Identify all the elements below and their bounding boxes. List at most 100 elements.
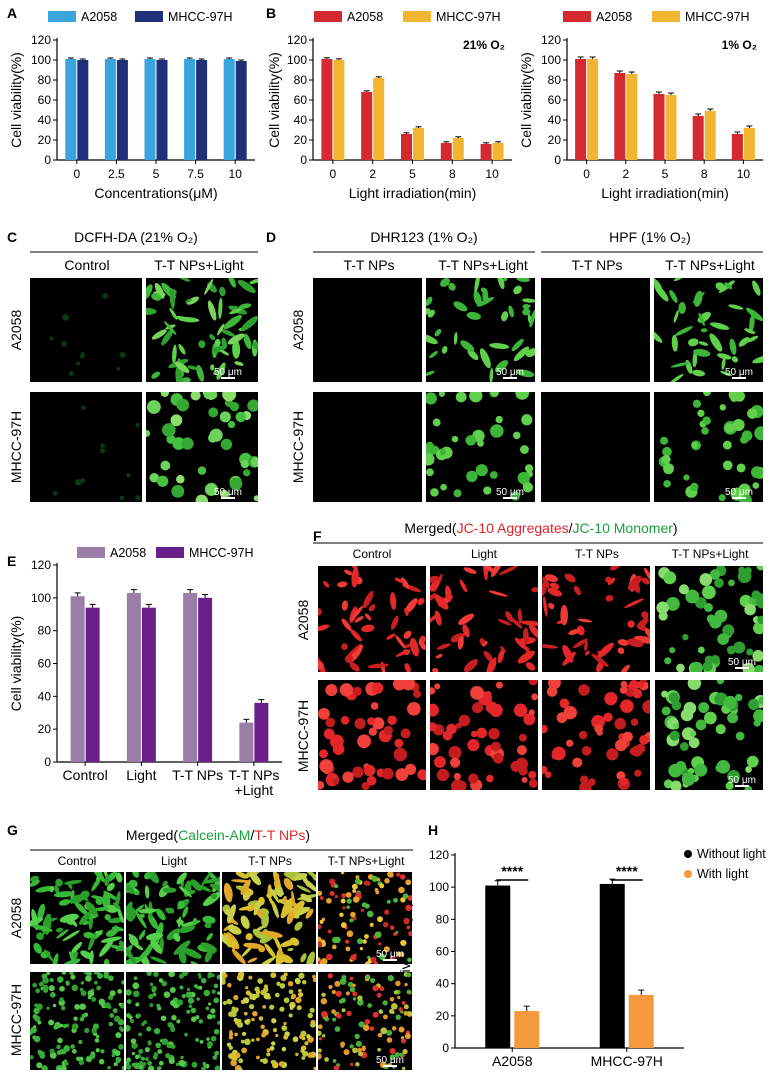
cell	[704, 655, 714, 665]
cell	[80, 990, 87, 997]
bar-mhcc-97h	[373, 78, 385, 160]
cell	[641, 577, 650, 585]
cell	[207, 300, 217, 321]
cell	[138, 947, 151, 961]
cell	[597, 642, 614, 659]
cell	[327, 929, 332, 934]
cell	[669, 647, 676, 654]
bar-a2058	[104, 59, 116, 160]
cell	[614, 718, 626, 730]
x-axis-label: Concentrations(μM)	[94, 185, 217, 201]
cell	[323, 728, 335, 740]
cell	[264, 984, 268, 989]
cell	[341, 618, 352, 631]
cell	[200, 942, 217, 952]
cell	[32, 1013, 38, 1020]
cell	[349, 986, 356, 993]
c-a2058-ttlight	[146, 278, 258, 382]
cell	[42, 984, 49, 991]
cell	[179, 985, 184, 990]
cell	[172, 344, 177, 364]
y-tick-label: 100	[541, 53, 561, 67]
cell	[286, 910, 295, 925]
row-label-mhcc: MHCC-97H	[290, 411, 306, 483]
cell	[483, 566, 494, 573]
cell	[93, 1023, 99, 1030]
cell	[395, 768, 409, 781]
cell	[269, 1045, 275, 1051]
cell	[202, 878, 220, 884]
cell	[242, 469, 251, 477]
cell	[219, 286, 226, 297]
cell	[335, 990, 342, 997]
cell	[252, 928, 264, 939]
cell	[698, 341, 709, 346]
cell	[278, 1061, 285, 1067]
significance-stars: ****	[616, 863, 638, 879]
cell	[440, 483, 447, 491]
y-tick-label: 60	[38, 93, 52, 107]
cell	[187, 997, 195, 1004]
micrograph	[542, 680, 650, 790]
cell	[208, 407, 219, 418]
cell	[141, 1022, 145, 1027]
cell	[118, 1002, 122, 1007]
cell	[109, 1013, 115, 1018]
d-a2058-ttlight-hpf	[654, 278, 763, 382]
cell	[319, 919, 324, 924]
cell	[173, 940, 191, 955]
cell	[240, 459, 250, 469]
cell	[134, 904, 145, 914]
cell	[753, 664, 763, 672]
cell	[226, 883, 233, 898]
cell	[511, 338, 524, 352]
cell	[661, 690, 669, 698]
cell	[727, 712, 739, 724]
cell	[483, 566, 488, 581]
cell	[99, 448, 106, 454]
cell	[68, 371, 74, 376]
cell	[294, 977, 301, 984]
cell	[85, 901, 98, 916]
cell	[366, 881, 371, 886]
cell	[133, 1062, 141, 1070]
cell	[177, 900, 185, 909]
cell	[255, 989, 261, 995]
cell	[430, 742, 439, 756]
cell	[231, 949, 246, 964]
cell	[339, 978, 347, 985]
cell	[715, 764, 724, 773]
cell	[126, 1025, 131, 1032]
panel-d-title-hpf: HPF (1% O₂)	[609, 229, 691, 245]
cell	[296, 1005, 302, 1011]
cell	[238, 1067, 243, 1070]
cell	[258, 1016, 264, 1021]
cell	[203, 989, 210, 997]
cell	[59, 1023, 64, 1028]
bar-without-light	[599, 883, 625, 1048]
cell	[274, 992, 280, 998]
bar-mhcc-97h	[587, 59, 599, 160]
cell	[240, 1039, 245, 1044]
cell	[36, 932, 44, 940]
cell	[386, 899, 391, 904]
cell	[220, 349, 230, 356]
cell	[736, 463, 746, 473]
y-tick-label: 0	[44, 153, 51, 167]
cell	[211, 989, 216, 994]
cell	[198, 985, 203, 990]
cells	[318, 972, 412, 1070]
cell	[354, 616, 364, 623]
cell	[562, 644, 574, 663]
cell	[559, 698, 570, 709]
cells	[656, 566, 763, 672]
chart-B2: 0 20 40 60 80 100 120 0 2 5 8 10 Cell viability(%) Li…	[518, 10, 763, 201]
cell	[190, 1016, 197, 1022]
cell	[236, 1021, 244, 1028]
cell	[517, 650, 535, 664]
legend-label: MHCC-97H	[436, 10, 501, 24]
cell	[673, 278, 684, 282]
cell	[201, 1066, 206, 1070]
cell	[100, 443, 106, 449]
